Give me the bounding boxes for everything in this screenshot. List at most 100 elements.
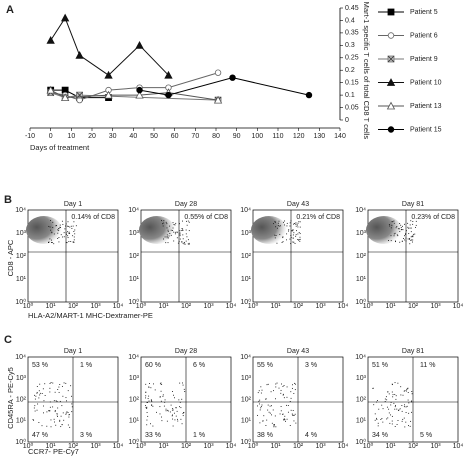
- event-dot: [404, 390, 406, 392]
- log-tick-label: 10⁴: [226, 303, 237, 310]
- event-dot: [167, 237, 169, 239]
- event-dot: [294, 223, 295, 224]
- event-dot: [400, 394, 402, 396]
- event-dot: [173, 231, 175, 233]
- event-dot: [177, 420, 179, 422]
- event-dot: [295, 422, 297, 424]
- event-dot: [69, 426, 71, 428]
- data-point: [46, 36, 55, 44]
- event-dot: [52, 382, 54, 384]
- event-dot: [188, 242, 190, 244]
- event-dot: [179, 223, 180, 225]
- event-dot: [180, 407, 182, 409]
- event-dot: [181, 230, 183, 232]
- event-dot: [48, 225, 50, 227]
- y-tick-label: 0.15: [345, 80, 359, 87]
- event-dot: [57, 229, 59, 231]
- log-tick-label: 10²: [356, 396, 367, 403]
- event-dot: [73, 221, 75, 223]
- event-dot: [182, 220, 183, 222]
- event-dot: [265, 398, 267, 400]
- log-tick-label: 10⁰: [363, 442, 374, 450]
- event-dot: [392, 396, 394, 398]
- log-tick-label: 10¹: [385, 443, 396, 450]
- event-dot: [391, 221, 393, 223]
- event-dot: [174, 419, 176, 421]
- y-tick-label: 0.25: [345, 55, 359, 62]
- event-dot: [292, 241, 294, 243]
- event-dot: [161, 416, 162, 418]
- event-dot: [408, 233, 410, 235]
- data-point: [165, 91, 172, 99]
- event-dot: [267, 409, 269, 411]
- event-dot: [39, 392, 41, 394]
- data-point: [213, 95, 223, 104]
- data-point: [164, 70, 173, 79]
- event-dot: [73, 239, 75, 241]
- event-dot: [271, 405, 272, 407]
- marker: [229, 74, 236, 81]
- event-dot: [259, 409, 261, 411]
- event-dot: [163, 222, 165, 224]
- event-dot: [63, 382, 65, 384]
- event-dot: [403, 406, 405, 408]
- event-dot: [162, 223, 163, 225]
- event-dot: [35, 395, 37, 397]
- event-dot: [179, 238, 181, 240]
- event-dot: [293, 414, 295, 416]
- event-dot: [275, 398, 276, 400]
- plot-title: Day 43: [287, 348, 309, 355]
- plot-title: Day 28: [175, 201, 197, 208]
- event-dot: [278, 225, 280, 227]
- event-dot: [161, 420, 163, 422]
- event-dot: [146, 407, 148, 409]
- event-dot: [403, 417, 405, 419]
- x-axis-label: HLA-A2/MART-1 MHC-Dextramer-PE: [28, 311, 153, 320]
- x-axis-label: CCR7- PE-Cy7: [28, 447, 79, 456]
- event-dot: [162, 395, 164, 397]
- event-dot: [62, 395, 64, 397]
- event-dot: [146, 424, 148, 426]
- x-tick-label: 30: [109, 133, 117, 140]
- event-dot: [172, 227, 174, 229]
- event-dot: [166, 237, 168, 239]
- log-tick-label: 10⁴: [240, 207, 251, 214]
- event-dot: [409, 238, 411, 239]
- event-dot: [54, 411, 56, 413]
- log-tick-label: 10¹: [270, 443, 281, 450]
- gate-percent: 0.55% of CD8: [184, 214, 228, 221]
- quadrant-percent: 51 %: [372, 362, 388, 369]
- event-dot: [376, 400, 378, 401]
- event-dot: [182, 238, 184, 240]
- event-dot: [63, 419, 65, 421]
- event-dot: [161, 384, 163, 385]
- event-dot: [183, 411, 185, 413]
- event-dot: [282, 394, 284, 396]
- quadrant-percent: 47 %: [32, 432, 48, 439]
- event-dot: [391, 224, 393, 226]
- event-dot: [274, 424, 275, 426]
- event-dot: [390, 235, 392, 237]
- event-dot: [167, 230, 169, 232]
- event-dot: [390, 414, 392, 416]
- event-dot: [49, 226, 51, 228]
- event-dot: [273, 390, 274, 392]
- event-dot: [150, 399, 152, 401]
- log-tick-label: 10²: [356, 253, 367, 260]
- event-dot: [159, 396, 161, 398]
- event-dot: [70, 241, 72, 242]
- x-axis-label: Days of treatment: [30, 143, 90, 152]
- log-tick-label: 10⁰: [136, 302, 147, 310]
- quadrant-percent: 60 %: [145, 362, 161, 369]
- data-point: [104, 70, 113, 79]
- event-dot: [297, 233, 299, 235]
- event-dot: [282, 237, 284, 239]
- log-tick-label: 10¹: [241, 276, 252, 283]
- event-dot: [258, 400, 260, 402]
- event-dot: [173, 394, 174, 396]
- event-dot: [392, 394, 394, 396]
- event-dot: [58, 236, 60, 238]
- event-dot: [269, 405, 271, 407]
- event-dot: [50, 382, 52, 383]
